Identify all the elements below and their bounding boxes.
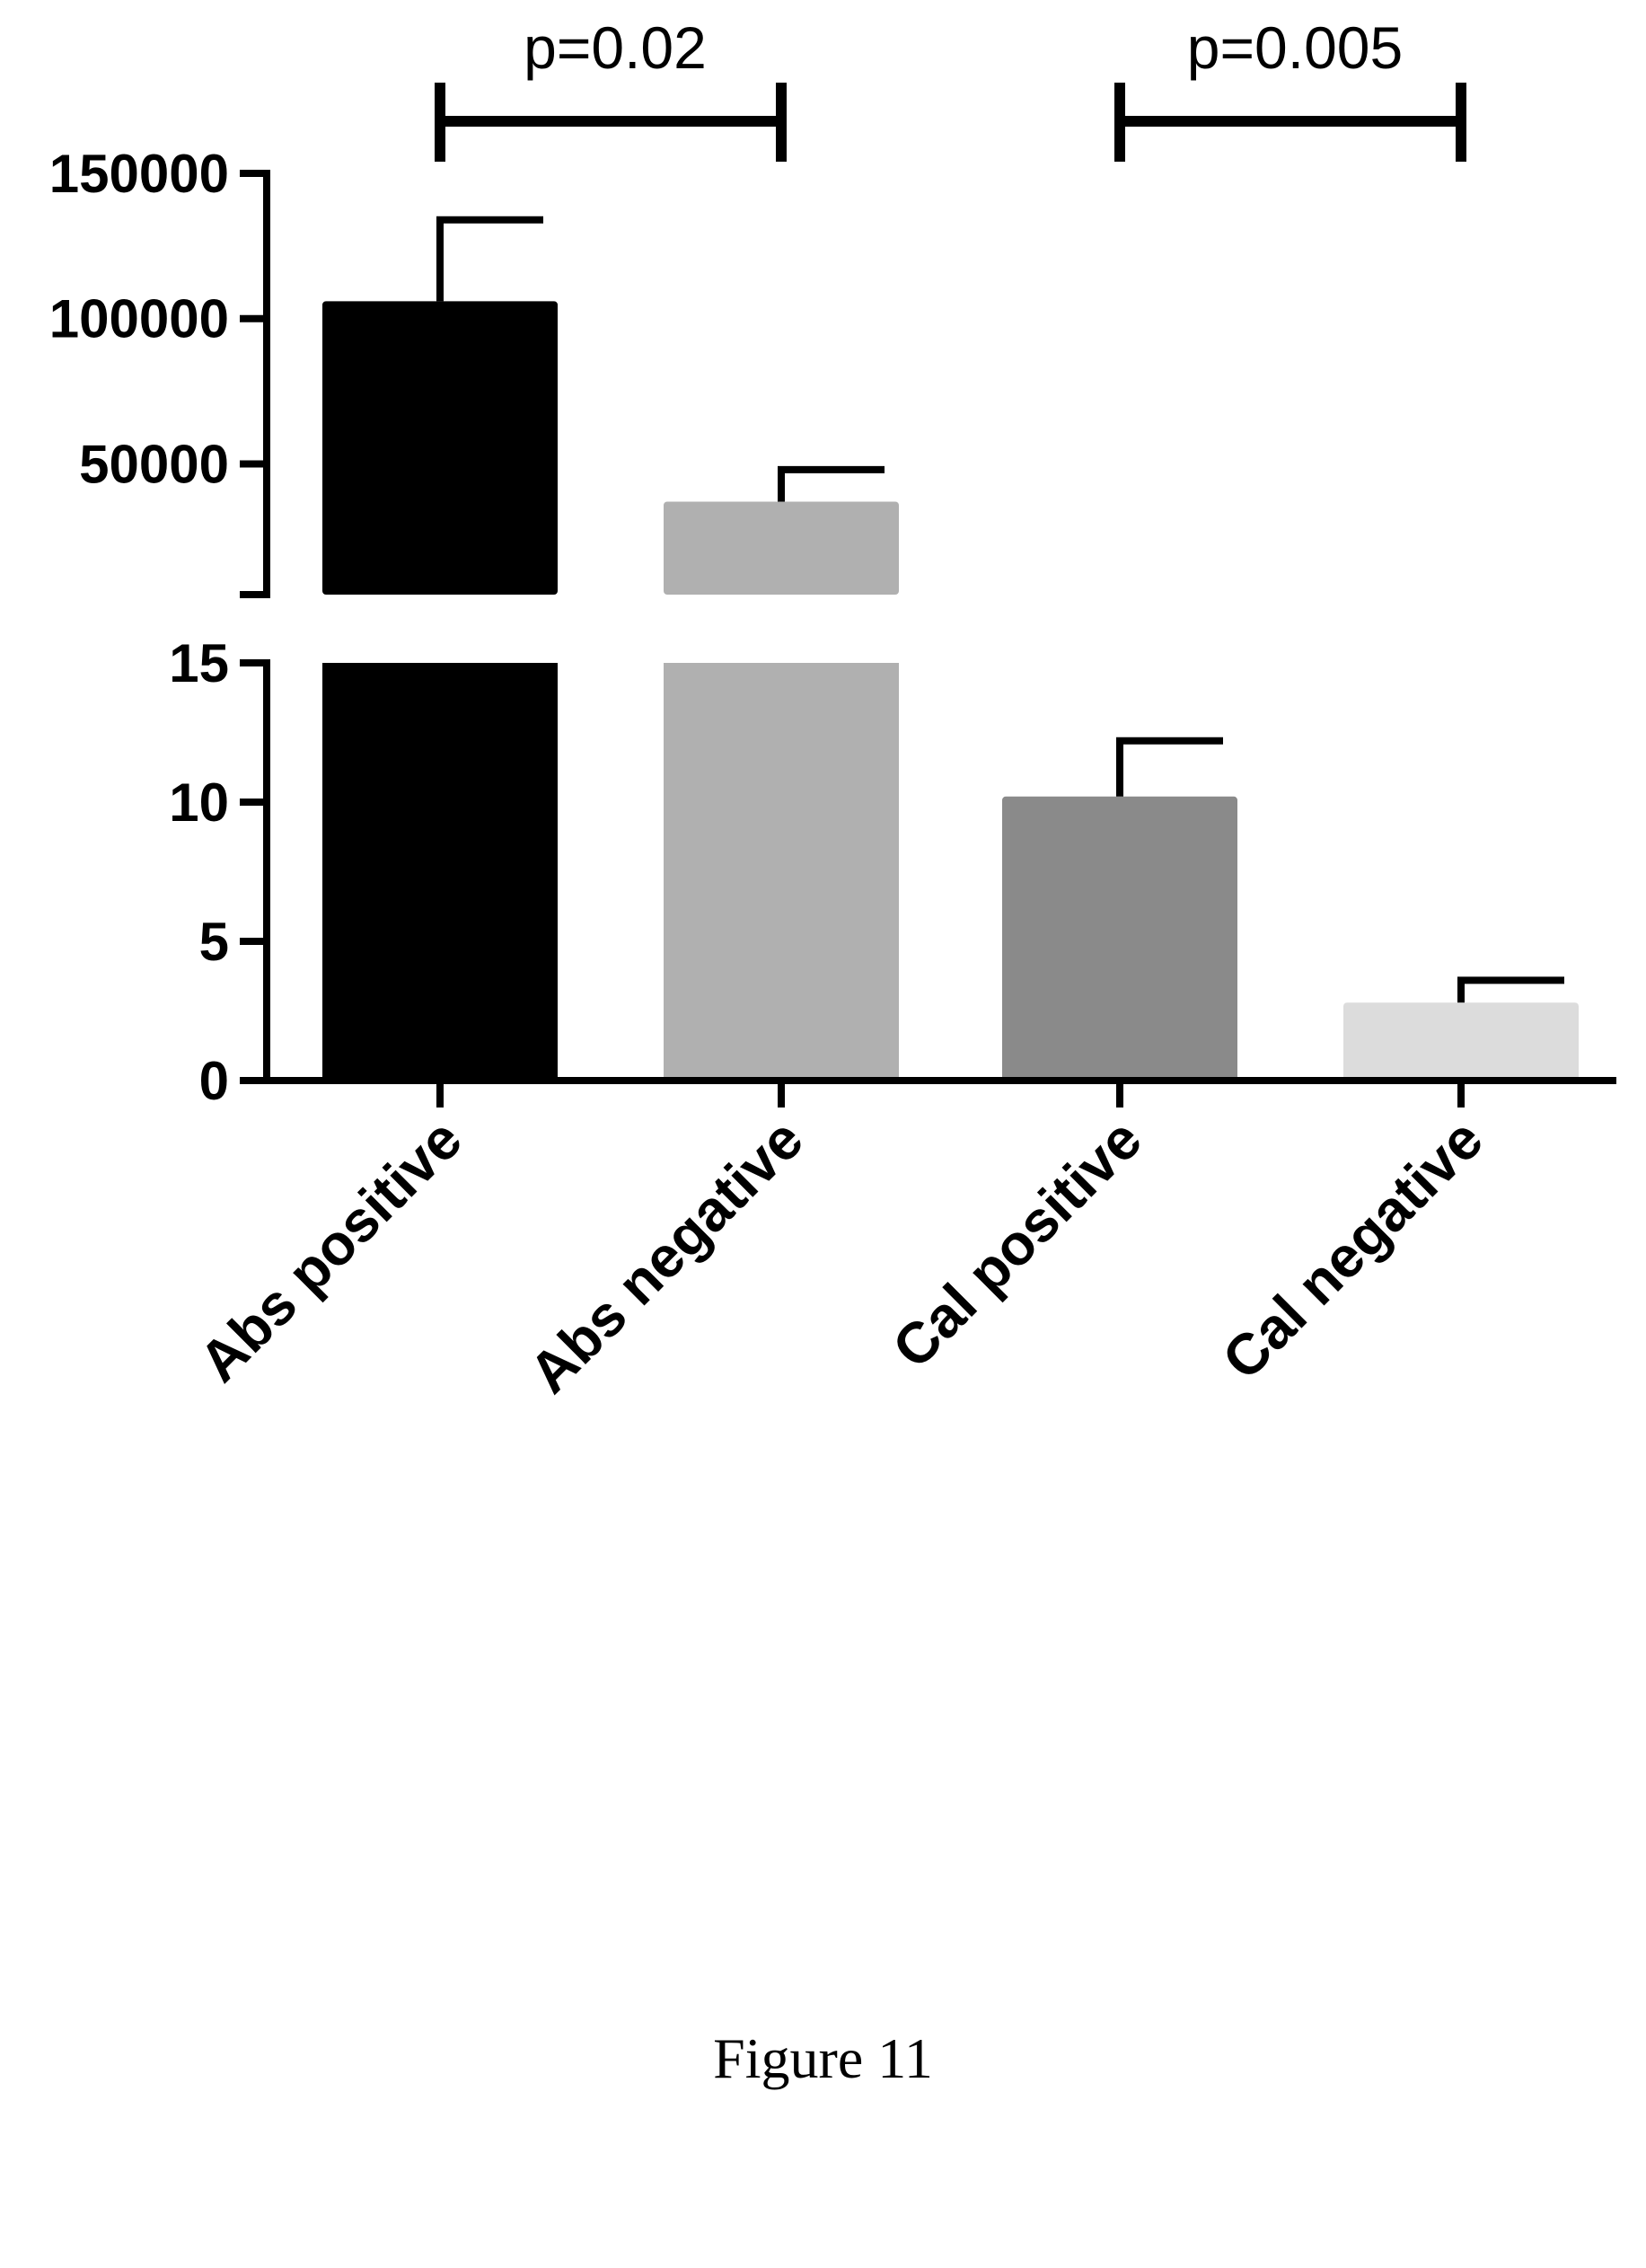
bar-0-lower <box>322 663 558 1081</box>
x-tick-label-2: Cal positive <box>880 1107 1154 1381</box>
y-tick-label-100000: 100000 <box>49 289 229 349</box>
p-value-label-1: p=0.005 <box>1187 14 1403 81</box>
bar-1-upper <box>664 501 899 595</box>
y-tick-label-5: 5 <box>199 912 229 972</box>
x-tick-label-3: Cal negative <box>1210 1107 1495 1392</box>
bar-0-upper <box>322 301 558 595</box>
y-tick-label-0: 0 <box>199 1051 229 1111</box>
y-tick-label-50000: 50000 <box>79 434 229 494</box>
y-tick-label-150000: 150000 <box>49 144 229 204</box>
y-tick-label-15: 15 <box>169 633 229 693</box>
bar-3 <box>1343 1002 1579 1081</box>
bar-2 <box>1002 796 1237 1081</box>
bar-1-lower <box>664 663 899 1081</box>
x-tick-label-1: Abs negative <box>516 1107 815 1406</box>
bar-chart: 0 5 10 15 50000 100000 150000 Abs positive Abs n… <box>49 14 1616 1406</box>
p-value-label-0: p=0.02 <box>524 14 707 81</box>
figure-caption: Figure 11 <box>713 2026 933 2090</box>
y-tick-label-10: 10 <box>169 772 229 833</box>
x-tick-label-0: Abs positive <box>187 1107 474 1394</box>
